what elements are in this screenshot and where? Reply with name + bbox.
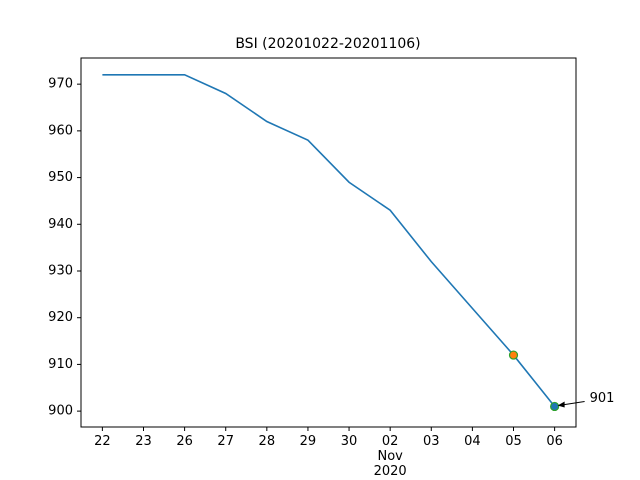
plot-frame [80, 57, 577, 428]
x-tick-label: 02 Nov 2020 [373, 434, 407, 479]
x-tick-label: 28 [258, 434, 276, 449]
x-tick-label: 04 [464, 434, 481, 449]
x-tick-label: 27 [217, 434, 234, 449]
chart-title: BSI (20201022-20201106) [235, 36, 420, 52]
annotation-text: 901 [590, 391, 615, 406]
highlight-marker [550, 401, 560, 412]
y-tick-label: 960 [48, 123, 73, 138]
x-tick-label: 30 [340, 434, 358, 449]
y-tick-label: 930 [48, 263, 73, 278]
x-tick-label: 26 [176, 434, 193, 449]
y-tick-label: 900 [48, 404, 73, 419]
x-tick-label: 06 [546, 434, 563, 449]
x-tick-label: 22 [94, 434, 111, 449]
highlight-marker [508, 350, 519, 360]
line-series [102, 74, 556, 407]
y-tick-label: 970 [48, 77, 73, 92]
y-tick-label: 910 [48, 357, 73, 372]
y-tick-label: 950 [48, 170, 73, 185]
annotation-arrowhead [557, 401, 565, 408]
x-tick-label: 23 [135, 434, 152, 449]
y-tick-label: 920 [48, 310, 73, 325]
x-tick-label: 05 [505, 434, 522, 449]
x-tick-label: 29 [299, 434, 317, 449]
y-tick-label: 940 [48, 217, 73, 232]
x-tick-label: 03 [423, 434, 440, 449]
